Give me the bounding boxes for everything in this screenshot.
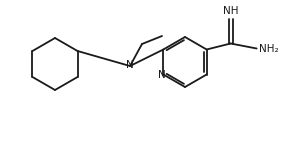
Text: NH: NH: [223, 7, 238, 16]
Text: N: N: [126, 60, 134, 70]
Text: NH₂: NH₂: [259, 44, 278, 53]
Text: N: N: [158, 71, 166, 80]
